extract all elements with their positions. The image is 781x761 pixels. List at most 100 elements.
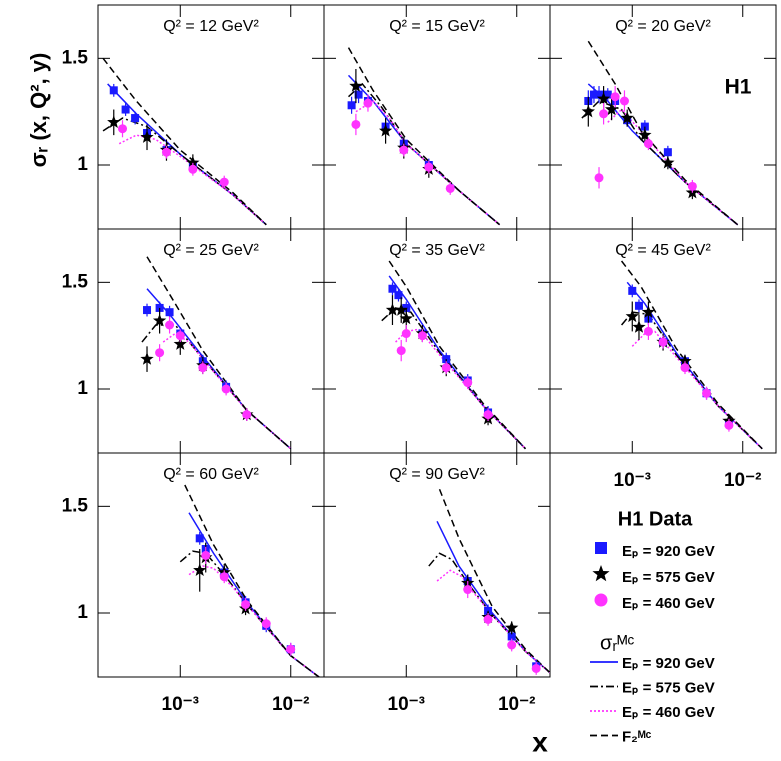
data-point	[658, 337, 668, 347]
legend-label: Eₚ = 460 GeV	[622, 704, 715, 721]
data-point	[581, 104, 595, 118]
data-point	[680, 363, 690, 373]
data-point	[604, 102, 619, 116]
curve	[118, 134, 267, 226]
data-point	[507, 640, 517, 650]
data-point	[634, 301, 643, 310]
panel-title: Q² = 25 GeV²	[163, 242, 259, 259]
curve	[620, 260, 763, 450]
data-point	[603, 90, 612, 99]
x-tick-label: 10⁻³	[614, 470, 652, 491]
y-tick-label: 1.5	[62, 47, 89, 68]
data-point	[678, 354, 692, 367]
curve	[184, 484, 320, 677]
data-point	[661, 155, 675, 169]
panel: Q² = 25 GeV² 1 1.5	[62, 228, 325, 454]
plot-area	[102, 57, 267, 226]
data-point	[531, 663, 541, 673]
curve	[388, 275, 527, 450]
data-point	[221, 384, 231, 394]
legend-symbol	[594, 593, 608, 607]
legend: Eₚ = 920 GeV Eₚ = 575 GeV Eₚ = 460 GeV Eₚ =…	[590, 542, 715, 745]
data-point	[589, 90, 598, 99]
data-point	[401, 329, 411, 339]
legend-label: Eₚ = 575 GeV	[622, 569, 715, 586]
data-point	[107, 115, 121, 128]
data-point	[109, 86, 118, 95]
data-point	[143, 306, 152, 315]
data-point	[175, 331, 185, 341]
data-point	[505, 620, 519, 634]
data-point	[596, 91, 611, 105]
panel-title: Q² = 45 GeV²	[615, 242, 711, 259]
data-point	[643, 326, 653, 336]
panel-title: Q² = 35 GeV²	[389, 242, 485, 259]
experiment-label: H1	[725, 76, 752, 99]
plot-area	[140, 256, 292, 450]
curve	[188, 565, 320, 677]
data-point	[186, 155, 200, 169]
data-point	[610, 92, 620, 102]
data-point	[219, 572, 229, 582]
panel: Q² = 35 GeV²	[323, 228, 551, 454]
y-tick-label: 1	[77, 378, 88, 399]
data-point	[155, 348, 165, 358]
data-point	[424, 162, 434, 172]
curve	[102, 57, 267, 226]
data-point	[347, 101, 356, 110]
data-point	[599, 109, 609, 119]
x-tick-label: 10⁻³	[388, 694, 426, 715]
data-point	[702, 388, 712, 398]
panel: Q² = 15 GeV²	[323, 4, 551, 230]
data-point	[641, 305, 656, 318]
x-tick-label: 10⁻³	[162, 694, 200, 715]
panel-title: Q² = 90 GeV²	[389, 466, 485, 483]
data-point	[595, 90, 604, 99]
data-point	[152, 313, 167, 327]
data-point	[351, 119, 361, 129]
data-point	[118, 124, 128, 134]
data-point	[399, 145, 409, 155]
plot-area	[620, 260, 763, 450]
panel-frame	[97, 452, 325, 678]
curve	[626, 281, 763, 450]
data-point	[388, 284, 397, 293]
data-point	[483, 614, 493, 624]
data-point	[188, 164, 198, 174]
y-tick-label: 1	[77, 602, 88, 623]
data-point	[198, 363, 208, 373]
y-tick-label: 1.5	[62, 271, 89, 292]
data-point	[140, 352, 154, 365]
plot-area	[347, 47, 501, 226]
panel-frame	[97, 228, 325, 454]
panel-frame	[323, 4, 551, 230]
legend-label: Eₚ = 920 GeV	[622, 543, 715, 560]
panel-title: Q² = 20 GeV²	[615, 18, 711, 35]
plot-area	[581, 40, 739, 226]
data-point	[193, 563, 207, 576]
curve	[188, 512, 320, 677]
data-point	[286, 644, 296, 654]
y-tick-label: 1.5	[62, 495, 89, 516]
data-point	[441, 363, 451, 373]
data-point	[620, 111, 634, 124]
panel: Q² = 20 GeV²	[549, 4, 777, 230]
data-point	[195, 534, 204, 543]
x-tick-label: 10⁻²	[498, 694, 536, 715]
data-point	[638, 128, 652, 141]
data-point	[349, 79, 363, 92]
data-point	[394, 291, 403, 300]
legend-label: Eₚ = 575 GeV	[622, 679, 715, 696]
panel-frame	[323, 452, 551, 678]
data-point	[385, 303, 400, 316]
curve	[162, 332, 292, 450]
panel-title: Q² = 60 GeV²	[163, 466, 259, 483]
data-point	[463, 378, 473, 388]
data-point	[399, 311, 413, 325]
data-point	[619, 96, 629, 106]
y-tick-label: 1	[77, 154, 88, 175]
data-point	[483, 410, 493, 420]
curve	[631, 330, 763, 450]
data-point	[140, 130, 154, 143]
